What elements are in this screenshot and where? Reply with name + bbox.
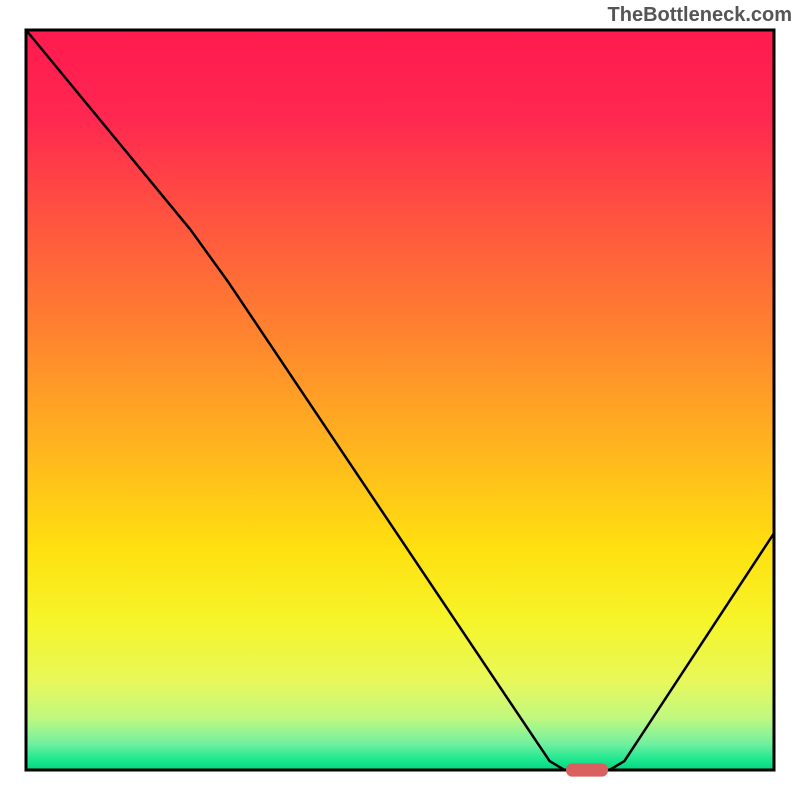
bottleneck-chart <box>0 0 800 800</box>
plot-background <box>26 30 774 770</box>
chart-container: TheBottleneck.com <box>0 0 800 800</box>
optimal-marker <box>566 763 608 776</box>
watermark-text: TheBottleneck.com <box>608 4 792 27</box>
